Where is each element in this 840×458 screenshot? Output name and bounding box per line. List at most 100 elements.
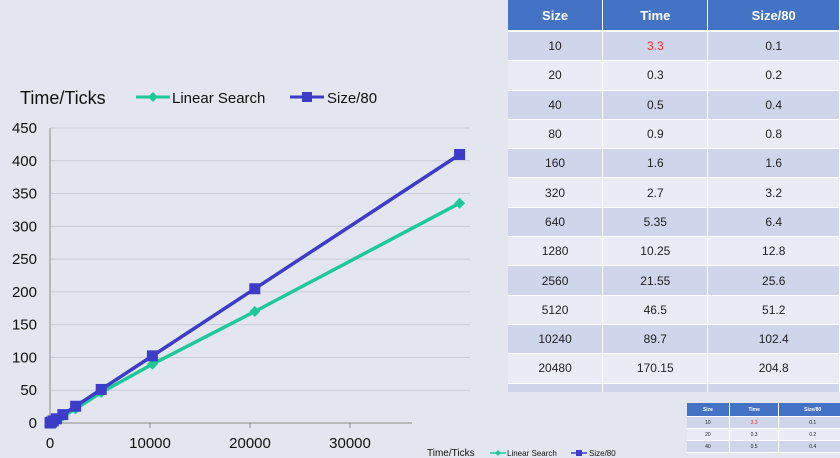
table-row: 10240 89.7 102.4 — [508, 324, 840, 355]
table-cell: 0.5 — [602, 90, 709, 120]
data-point — [57, 409, 69, 421]
x-axis-ticks: 010000200003000040000 — [46, 423, 471, 452]
table-cell: 204.8 — [707, 353, 840, 384]
data-point — [454, 197, 466, 209]
legend-marker-size80 — [302, 92, 312, 102]
table-row: 320 2.7 3.2 — [508, 177, 840, 208]
table-cell: 170.15 — [602, 353, 709, 384]
table-cell: 20 — [508, 60, 604, 91]
y-tick-label: 400 — [12, 153, 37, 170]
legend-label-linear-search: Linear Search — [172, 90, 265, 107]
table-row: 10 3.3 0.1 — [687, 416, 840, 429]
table-row: 20 0.3 0.2 — [508, 60, 840, 91]
table-cell: 1.6 — [602, 148, 709, 179]
table-row: 640 5.35 6.4 — [508, 207, 840, 238]
y-axis-ticks: 0 50 100 150 200 250 300 350 400 450 — [12, 120, 37, 432]
table-cell: 5120 — [508, 295, 604, 325]
x-tick-label: 30000 — [329, 435, 371, 452]
table-row: 10 3.3 0.1 — [508, 31, 840, 62]
table-cell: 80 — [508, 119, 604, 150]
table-row: 1280 10.25 12.8 — [508, 236, 840, 267]
table-row: 40 0.5 0.4 — [508, 90, 840, 120]
table-cell: 3.2 — [707, 177, 840, 208]
column-header: Time — [729, 403, 780, 417]
table-cell: 102.4 — [707, 324, 840, 355]
table-cell: 12.8 — [707, 236, 840, 267]
y-tick-label: 150 — [12, 317, 37, 334]
chart-legend: Linear Search Size/80 — [136, 90, 377, 107]
table-cell: 0.3 — [602, 60, 709, 91]
table-cell: 6.4 — [707, 207, 840, 238]
y-tick-label: 50 — [20, 382, 37, 399]
column-header: Size — [508, 0, 604, 32]
column-header: Size/80 — [778, 403, 840, 417]
table-row: 20480 170.15 204.8 — [508, 353, 840, 384]
series-linear-search — [44, 197, 466, 429]
series-size-80 — [44, 148, 466, 429]
table-cell: 2.7 — [602, 177, 709, 208]
data-point — [95, 383, 107, 395]
table-cell: 40 — [687, 440, 730, 453]
inset-legend-linear-search: Linear Search — [507, 449, 557, 458]
table-row: 5120 46.5 51.2 — [508, 295, 840, 325]
y-gridlines — [50, 127, 470, 424]
table-cell: 0.9 — [602, 119, 709, 150]
table-cell: 1.6 — [707, 148, 840, 179]
y-tick-label: 250 — [12, 251, 37, 268]
data-point — [249, 305, 261, 317]
table-row: 160 1.6 1.6 — [508, 148, 840, 179]
table-cell: 3.3 — [602, 31, 709, 62]
data-point — [146, 358, 158, 370]
table-cell: 89.7 — [602, 324, 709, 355]
table-cell: 0.4 — [778, 440, 840, 453]
table-row: 40 0.5 0.4 — [687, 440, 840, 453]
table-cell: 21.55 — [602, 265, 709, 296]
y-tick-label: 300 — [12, 218, 37, 235]
x-tick-label: 10000 — [129, 435, 171, 452]
table-row: 20 0.3 0.2 — [687, 428, 840, 441]
data-point — [146, 350, 158, 362]
table-cell: 0.2 — [778, 428, 840, 441]
table-cell: 10240 — [508, 324, 604, 355]
inset-legend-marks — [490, 450, 587, 456]
inset-legend-size80: Size/80 — [589, 449, 616, 458]
column-header: Size/80 — [707, 0, 840, 32]
table-row: 80 0.9 0.8 — [508, 119, 840, 150]
table-cell: 10 — [687, 416, 730, 429]
data-point — [50, 413, 62, 425]
table-cell: 0.1 — [707, 31, 840, 62]
table-cell: 0.4 — [707, 90, 840, 120]
table-row: 2560 21.55 25.6 — [508, 265, 840, 296]
table-cell: 640 — [508, 207, 604, 238]
table-cell: 0.2 — [707, 60, 840, 91]
inset-title: Time/Ticks — [427, 448, 475, 458]
data-point — [454, 148, 466, 160]
data-point — [249, 283, 261, 295]
column-header: Size — [687, 403, 730, 417]
table-cell: 10.25 — [602, 236, 709, 267]
inset-table: Size Time Size/80 10 3.3 0.1 20 0.3 0.2 40 0.5 0.4 — [687, 403, 840, 453]
chart-title: Time/Ticks — [20, 88, 106, 108]
chart-axes — [49, 128, 470, 424]
y-tick-label: 100 — [12, 349, 37, 366]
table-cell: 25.6 — [707, 265, 840, 296]
table-cell: 40 — [508, 90, 604, 120]
results-table: Size Time Size/80 10 3.3 0.1 20 0.3 0.2 40 0.5 0.4… — [508, 0, 840, 413]
table-cell: 160 — [508, 148, 604, 179]
table-cell: 0.1 — [778, 416, 840, 429]
table-cell: 10 — [508, 31, 604, 62]
data-point — [70, 400, 82, 412]
legend-label-size80: Size/80 — [327, 90, 377, 107]
table-cell: 0.3 — [729, 428, 780, 441]
table-cell: 20 — [687, 428, 730, 441]
chart-series — [44, 148, 466, 429]
table-cell: 51.2 — [707, 295, 840, 325]
table-cell: 0.8 — [707, 119, 840, 150]
x-tick-label: 0 — [46, 435, 54, 452]
y-tick-label: 200 — [12, 284, 37, 301]
y-tick-label: 350 — [12, 186, 37, 203]
x-tick-label: 20000 — [229, 435, 271, 452]
inset-thumbnail: Time/Ticks Linear Search Size/80 Size Tim… — [412, 392, 840, 458]
legend-marker-linear-search — [148, 92, 158, 102]
column-header: Time — [602, 0, 709, 32]
